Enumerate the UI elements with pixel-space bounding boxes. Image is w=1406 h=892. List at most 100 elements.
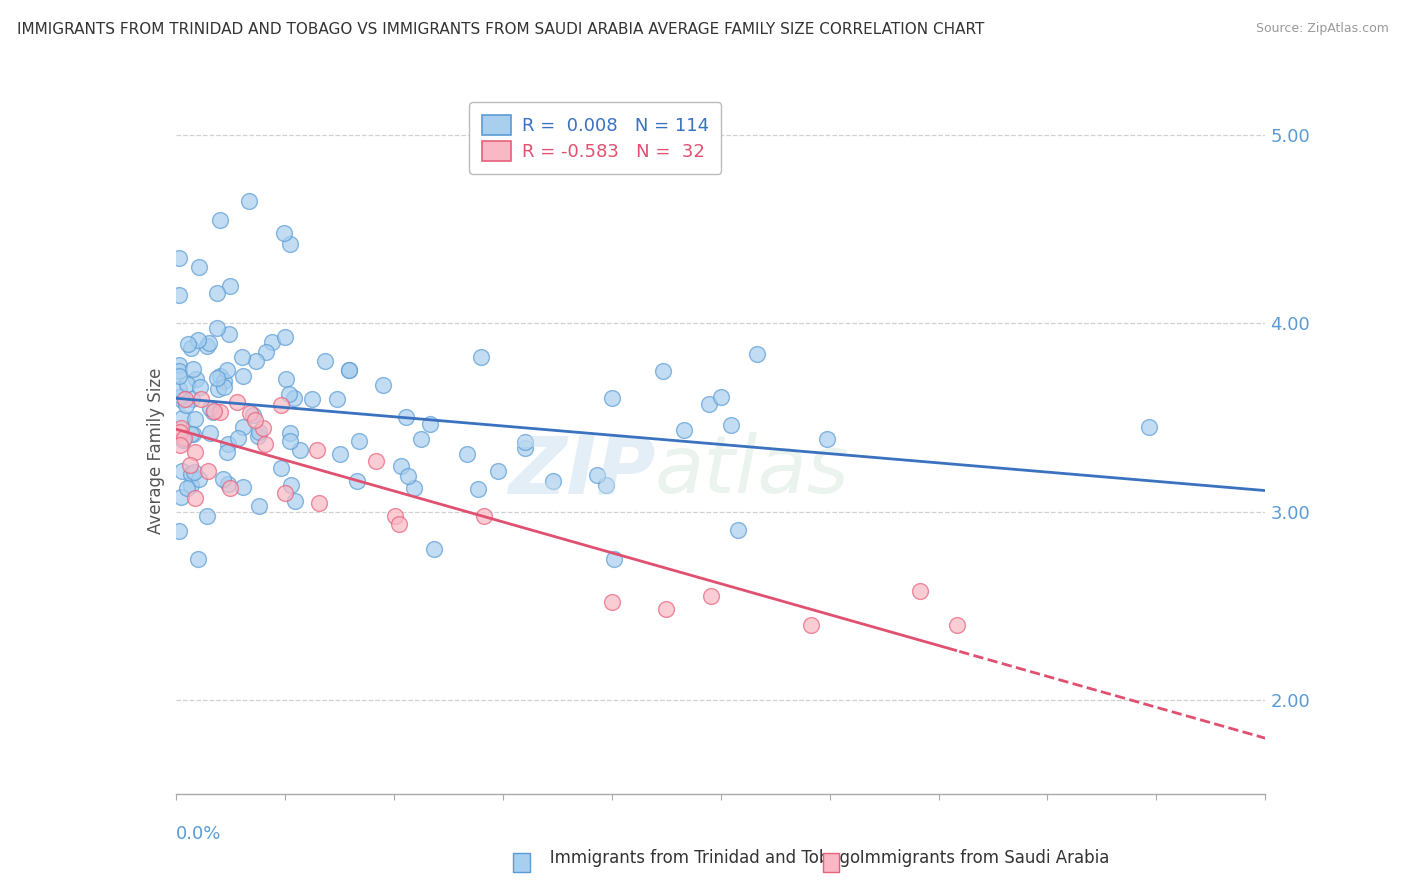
Point	[212, 472, 235, 486]
Point	[276, 372, 298, 386]
Text: Immigrants from Saudi Arabia: Immigrants from Saudi Arabia	[844, 849, 1109, 867]
Point	[172, 392, 194, 407]
Point	[214, 379, 236, 393]
Point	[543, 475, 565, 489]
Point	[245, 354, 267, 368]
Point	[247, 499, 270, 513]
Point	[231, 350, 253, 364]
Point	[347, 434, 370, 449]
Point	[195, 339, 218, 353]
Point	[181, 362, 204, 376]
Point	[200, 401, 222, 415]
Point	[260, 335, 283, 350]
Point	[672, 424, 695, 438]
Point	[190, 392, 212, 406]
Point	[197, 336, 219, 351]
Point	[180, 427, 202, 442]
Point	[170, 389, 193, 403]
Point	[395, 410, 418, 425]
Point	[180, 467, 202, 482]
Point	[195, 508, 218, 523]
Point	[217, 437, 239, 451]
Point	[384, 508, 406, 523]
Point	[209, 369, 232, 384]
Point	[177, 337, 200, 351]
Point	[470, 351, 492, 365]
Point	[945, 617, 967, 632]
Point	[187, 551, 209, 566]
Point	[200, 426, 222, 441]
Point	[474, 508, 496, 523]
Point	[337, 363, 360, 377]
Point	[800, 617, 823, 632]
Point	[283, 494, 305, 508]
Point	[197, 464, 219, 478]
Point	[180, 341, 202, 355]
Point	[396, 468, 419, 483]
Text: 0.0%: 0.0%	[176, 825, 221, 843]
Point	[252, 421, 274, 435]
Point	[232, 369, 254, 384]
Point	[181, 392, 204, 406]
Point	[183, 465, 205, 479]
Point	[232, 420, 254, 434]
Point	[169, 425, 191, 440]
Point	[270, 461, 292, 475]
Point	[346, 474, 368, 488]
Point	[700, 589, 723, 603]
Point	[328, 447, 350, 461]
Point	[290, 442, 312, 457]
Point	[169, 524, 191, 539]
Point	[207, 286, 229, 301]
Point	[205, 320, 228, 334]
Point	[337, 362, 360, 376]
Point	[274, 330, 297, 344]
Point	[301, 392, 323, 406]
Point	[187, 333, 209, 347]
Point	[174, 398, 197, 412]
Point	[283, 391, 305, 405]
Point	[173, 431, 195, 445]
Point	[419, 417, 441, 432]
Text: ZIP: ZIP	[508, 432, 655, 510]
Point	[201, 405, 224, 419]
Point	[208, 213, 231, 227]
Point	[409, 432, 432, 446]
Point	[280, 477, 302, 491]
Point	[815, 432, 838, 446]
Point	[217, 445, 239, 459]
Text: Source: ZipAtlas.com: Source: ZipAtlas.com	[1256, 22, 1389, 36]
Point	[184, 372, 207, 386]
Point	[202, 404, 225, 418]
Point	[488, 464, 510, 478]
Point	[214, 374, 236, 388]
Point	[174, 392, 197, 406]
Point	[238, 194, 260, 208]
Point	[188, 472, 211, 486]
Point	[389, 459, 412, 474]
Point	[172, 411, 194, 425]
Point	[745, 347, 768, 361]
Point	[215, 363, 238, 377]
Point	[242, 408, 264, 422]
Point	[364, 454, 387, 468]
Point	[307, 443, 329, 458]
Point	[652, 364, 675, 378]
Point	[169, 288, 191, 302]
Point	[254, 344, 277, 359]
Point	[226, 395, 249, 409]
Point	[179, 458, 201, 472]
Text: atlas: atlas	[655, 432, 851, 510]
Point	[243, 413, 266, 427]
Point	[277, 387, 299, 401]
Point	[187, 260, 209, 274]
Point	[727, 523, 749, 537]
Text: Immigrants from Trinidad and Tobago: Immigrants from Trinidad and Tobago	[534, 849, 860, 867]
Point	[169, 368, 191, 383]
Point	[239, 405, 262, 419]
Point	[217, 477, 239, 491]
Point	[232, 481, 254, 495]
Point	[176, 481, 198, 495]
Point	[247, 429, 270, 443]
Point	[169, 358, 191, 372]
